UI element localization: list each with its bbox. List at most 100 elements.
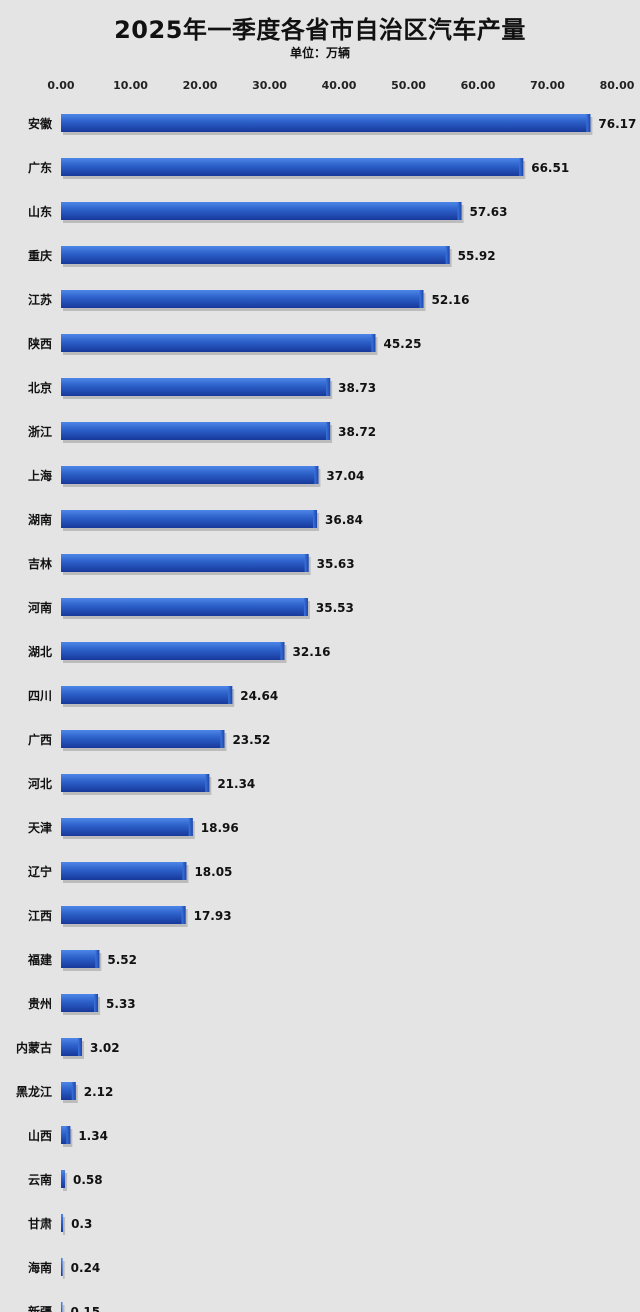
bar-shadow: [63, 1217, 66, 1235]
data-label: 2.12: [84, 1085, 114, 1099]
category-label: 四川: [28, 689, 52, 703]
x-tick-label: 0.00: [47, 79, 74, 92]
bar-end-cap: [181, 906, 186, 924]
data-label: 1.34: [78, 1129, 108, 1143]
category-label: 江苏: [28, 292, 52, 307]
data-label: 52.16: [432, 293, 470, 307]
bar: [61, 1126, 71, 1144]
bar-end-cap: [371, 334, 376, 352]
category-label: 贵州: [28, 996, 52, 1011]
category-label: 天津: [28, 820, 52, 835]
bar-end-cap: [205, 774, 210, 792]
bar-end-cap: [314, 466, 319, 484]
bar-end-cap: [303, 598, 308, 616]
x-tick-label: 30.00: [252, 79, 287, 92]
bar: [61, 774, 210, 792]
bar-end-cap: [419, 290, 424, 308]
x-tick-label: 20.00: [183, 79, 218, 92]
x-tick-label: 10.00: [113, 79, 148, 92]
bar: [61, 158, 524, 176]
category-label: 湖北: [28, 644, 52, 659]
data-label: 55.92: [458, 249, 496, 263]
bars: 安徽 76.17 广东 66.51 山东 57.63 重庆 55.92 江苏 52.16 陕西 45.…: [16, 114, 636, 1312]
data-label: 24.64: [240, 689, 278, 703]
bar-end-cap: [220, 730, 225, 748]
category-label: 山西: [28, 1128, 52, 1143]
bar: [61, 1214, 64, 1232]
category-label: 安徽: [28, 116, 53, 131]
bar: [61, 642, 285, 660]
bar: [61, 422, 331, 440]
data-label: 36.84: [325, 513, 363, 527]
bar-end-cap: [304, 554, 309, 572]
bar: [61, 1302, 63, 1312]
bar-end-cap: [457, 202, 462, 220]
data-label: 17.93: [194, 909, 232, 923]
bar: [61, 290, 424, 308]
bar: [61, 906, 186, 924]
category-label: 广东: [28, 160, 52, 175]
x-tick-label: 80.00: [600, 79, 635, 92]
data-label: 23.52: [232, 733, 270, 747]
category-label: 黑龙江: [16, 1084, 52, 1099]
data-label: 5.52: [107, 953, 137, 967]
category-label: 陕西: [28, 336, 52, 351]
bar: [61, 1170, 66, 1188]
category-label: 云南: [28, 1172, 52, 1187]
bar-end-cap: [77, 1038, 82, 1056]
bar: [61, 246, 450, 264]
bar: [61, 378, 331, 396]
bar-end-cap: [519, 158, 524, 176]
bar-shadow: [63, 1305, 65, 1312]
x-tick-label: 60.00: [461, 79, 496, 92]
data-label: 0.3: [71, 1217, 92, 1231]
data-label: 35.63: [317, 557, 355, 571]
category-label: 山东: [28, 204, 52, 219]
bar: [61, 862, 187, 880]
bar-end-cap: [313, 510, 318, 528]
bar: [61, 598, 308, 616]
data-label: 38.72: [338, 425, 376, 439]
bar: [61, 818, 193, 836]
chart-title: 2025年一季度各省市自治区汽车产量: [114, 16, 526, 44]
chart-subtitle: 单位：万辆: [289, 46, 350, 60]
bar-end-cap: [228, 686, 233, 704]
bar-end-cap: [71, 1082, 76, 1100]
bar-end-cap: [586, 114, 591, 132]
bar-end-cap: [66, 1126, 71, 1144]
bar: [61, 994, 99, 1012]
data-label: 18.05: [194, 865, 232, 879]
bar-end-cap: [95, 950, 100, 968]
bar: [61, 202, 462, 220]
category-label: 浙江: [28, 424, 52, 439]
data-label: 57.63: [470, 205, 508, 219]
bar: [61, 730, 225, 748]
bar: [61, 510, 318, 528]
category-label: 广西: [28, 732, 52, 747]
bar: [61, 686, 233, 704]
data-label: 0.15: [71, 1305, 101, 1312]
bar: [61, 1258, 63, 1276]
bar: [61, 950, 100, 968]
data-label: 0.58: [73, 1173, 103, 1187]
x-tick-label: 50.00: [391, 79, 426, 92]
data-label: 5.33: [106, 997, 136, 1011]
data-label: 45.25: [383, 337, 421, 351]
category-label: 内蒙古: [16, 1040, 52, 1055]
data-label: 18.96: [201, 821, 239, 835]
category-label: 上海: [28, 468, 52, 483]
bar-end-cap: [445, 246, 450, 264]
data-label: 3.02: [90, 1041, 120, 1055]
data-label: 35.53: [316, 601, 354, 615]
data-label: 0.24: [71, 1261, 101, 1275]
data-label: 76.17: [598, 117, 636, 131]
data-label: 66.51: [531, 161, 569, 175]
bar-end-cap: [94, 994, 99, 1012]
category-label: 海南: [28, 1260, 52, 1275]
bar-end-cap: [188, 818, 193, 836]
category-label: 重庆: [28, 248, 52, 263]
x-tick-label: 70.00: [530, 79, 565, 92]
x-tick-label: 40.00: [322, 79, 357, 92]
bar-end-cap: [182, 862, 187, 880]
